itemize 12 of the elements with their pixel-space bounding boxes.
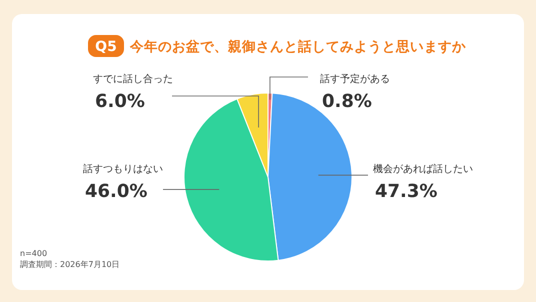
text: n=400 xyxy=(20,249,48,258)
slice-label: すでに話し合った xyxy=(93,73,173,85)
slice-label: 話すつもりはない xyxy=(83,163,163,175)
data-label: 0.8% xyxy=(322,91,372,112)
text: 調査期間：2026年7月10日 xyxy=(20,260,120,269)
data-label: 47.3% xyxy=(375,181,438,202)
text: Q5 xyxy=(95,39,117,55)
chart-title: 今年のお盆で、親御さんと話してみようと思いますか xyxy=(129,38,467,55)
data-label: 46.0% xyxy=(85,181,148,202)
slice-label: 機会があれば話したい xyxy=(373,163,473,175)
slice-label: 話す予定がある xyxy=(320,73,390,85)
data-label: 6.0% xyxy=(95,91,145,112)
